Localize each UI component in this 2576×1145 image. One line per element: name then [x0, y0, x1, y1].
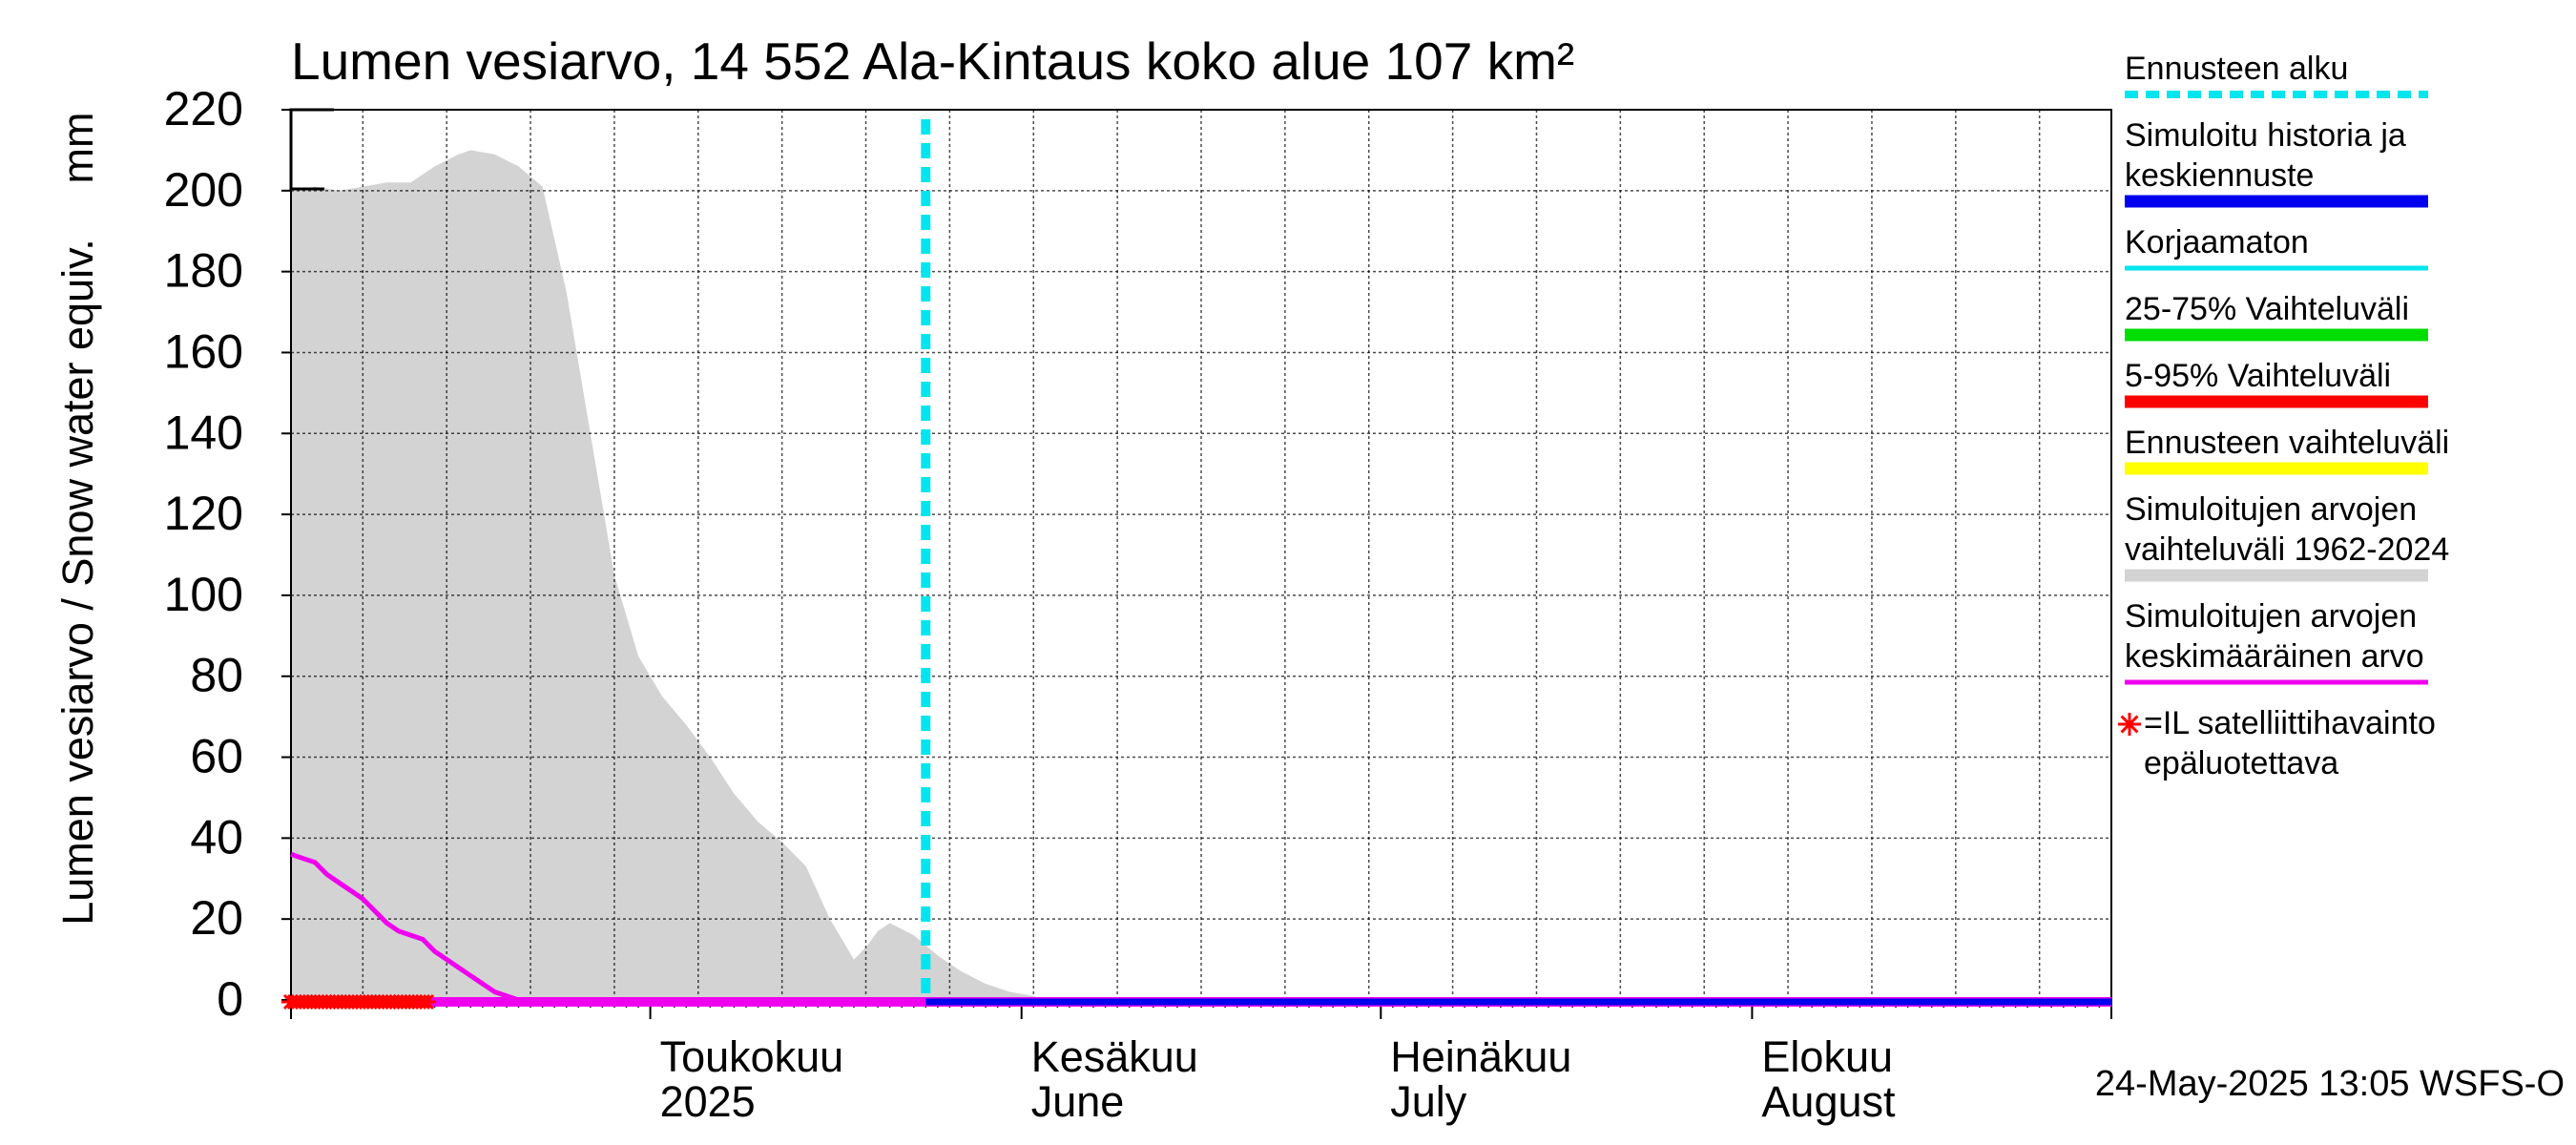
x-year-label: June [1031, 1077, 1125, 1126]
y-tick-label: 60 [190, 730, 243, 783]
x-year-label: 2025 [660, 1077, 756, 1126]
x-month-label: Heinäkuu [1390, 1032, 1571, 1081]
legend-item: 5-95% Vaihteluväli [2125, 358, 2428, 408]
range-band-1962-2024 [291, 150, 2111, 1000]
legend-label: Simuloitu historia ja [2125, 117, 2406, 154]
legend-label: epäluotettava [2144, 745, 2338, 781]
mean-line [290, 851, 2111, 1003]
y-tick-label: 180 [164, 244, 243, 298]
x-month-label: Kesäkuu [1031, 1032, 1198, 1081]
y-tick-label: 100 [164, 568, 243, 621]
legend-label: Ennusteen alku [2125, 51, 2348, 87]
legend-label: =IL satelliittihavainto [2144, 705, 2436, 741]
y-tick-label: 220 [164, 82, 243, 135]
legend-label: keskimääräinen arvo [2125, 638, 2424, 675]
legend-label: 25-75% Vaihteluväli [2125, 291, 2409, 327]
footer-timestamp: 24-May-2025 13:05 WSFS-O [2095, 1064, 2565, 1104]
y-axis-label: Lumen vesiarvo / Snow water equiv. [53, 239, 102, 926]
legend-item: =IL satelliittihavainto epäluotettava [2118, 705, 2436, 781]
legend-swatch [2118, 713, 2141, 736]
chart-title: Lumen vesiarvo, 14 552 Ala-Kintaus koko … [291, 31, 1574, 91]
x-year-label: July [1390, 1077, 1467, 1126]
grid-lines [291, 110, 2111, 1000]
satellite-point [417, 993, 436, 1010]
x-year-label: August [1761, 1077, 1896, 1126]
legend-label: 5-95% Vaihteluväli [2125, 358, 2391, 394]
legend-item: Ennusteen vaihteluväli [2125, 425, 2449, 475]
y-tick-label: 80 [190, 649, 243, 702]
legend-item: Ennusteen alku [2125, 51, 2428, 98]
legend-label: vaihteluväli 1962-2024 [2125, 531, 2449, 568]
y-tick-label: 200 [164, 163, 243, 217]
legend-label: Ennusteen vaihteluväli [2125, 425, 2449, 461]
x-month-label: Toukokuu [660, 1032, 844, 1081]
y-tick-label: 40 [190, 810, 243, 864]
y-tick-label: 160 [164, 324, 243, 378]
y-axis-unit: mm [53, 113, 102, 184]
y-tick-label: 0 [217, 972, 243, 1026]
legend-label: Simuloitujen arvojen [2125, 491, 2417, 528]
x-month-label: Elokuu [1761, 1032, 1893, 1081]
y-tick-label: 120 [164, 487, 243, 540]
y-tick-label: 20 [190, 891, 243, 945]
legend-label: keskiennuste [2125, 157, 2314, 194]
legend-label: Simuloitujen arvojen [2125, 598, 2417, 635]
legend-item: Korjaamaton [2125, 224, 2428, 271]
y-tick-label: 140 [164, 406, 243, 459]
legend-label: Korjaamaton [2125, 224, 2309, 260]
legend-item: 25-75% Vaihteluväli [2125, 291, 2428, 342]
plot-area: 0 20 40 60 80 100 120 140 160 180 200 220 Toukokuu20… [164, 82, 2112, 1126]
max-bracket [289, 108, 334, 191]
satellite-observations [281, 993, 436, 1010]
